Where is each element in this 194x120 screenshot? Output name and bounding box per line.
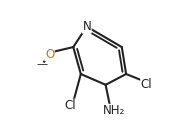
Text: Cl: Cl	[141, 78, 152, 91]
Text: N: N	[82, 20, 91, 33]
Text: O: O	[45, 48, 54, 61]
Text: NH₂: NH₂	[103, 104, 125, 117]
Text: —: —	[36, 59, 47, 69]
Text: Cl: Cl	[65, 99, 76, 112]
